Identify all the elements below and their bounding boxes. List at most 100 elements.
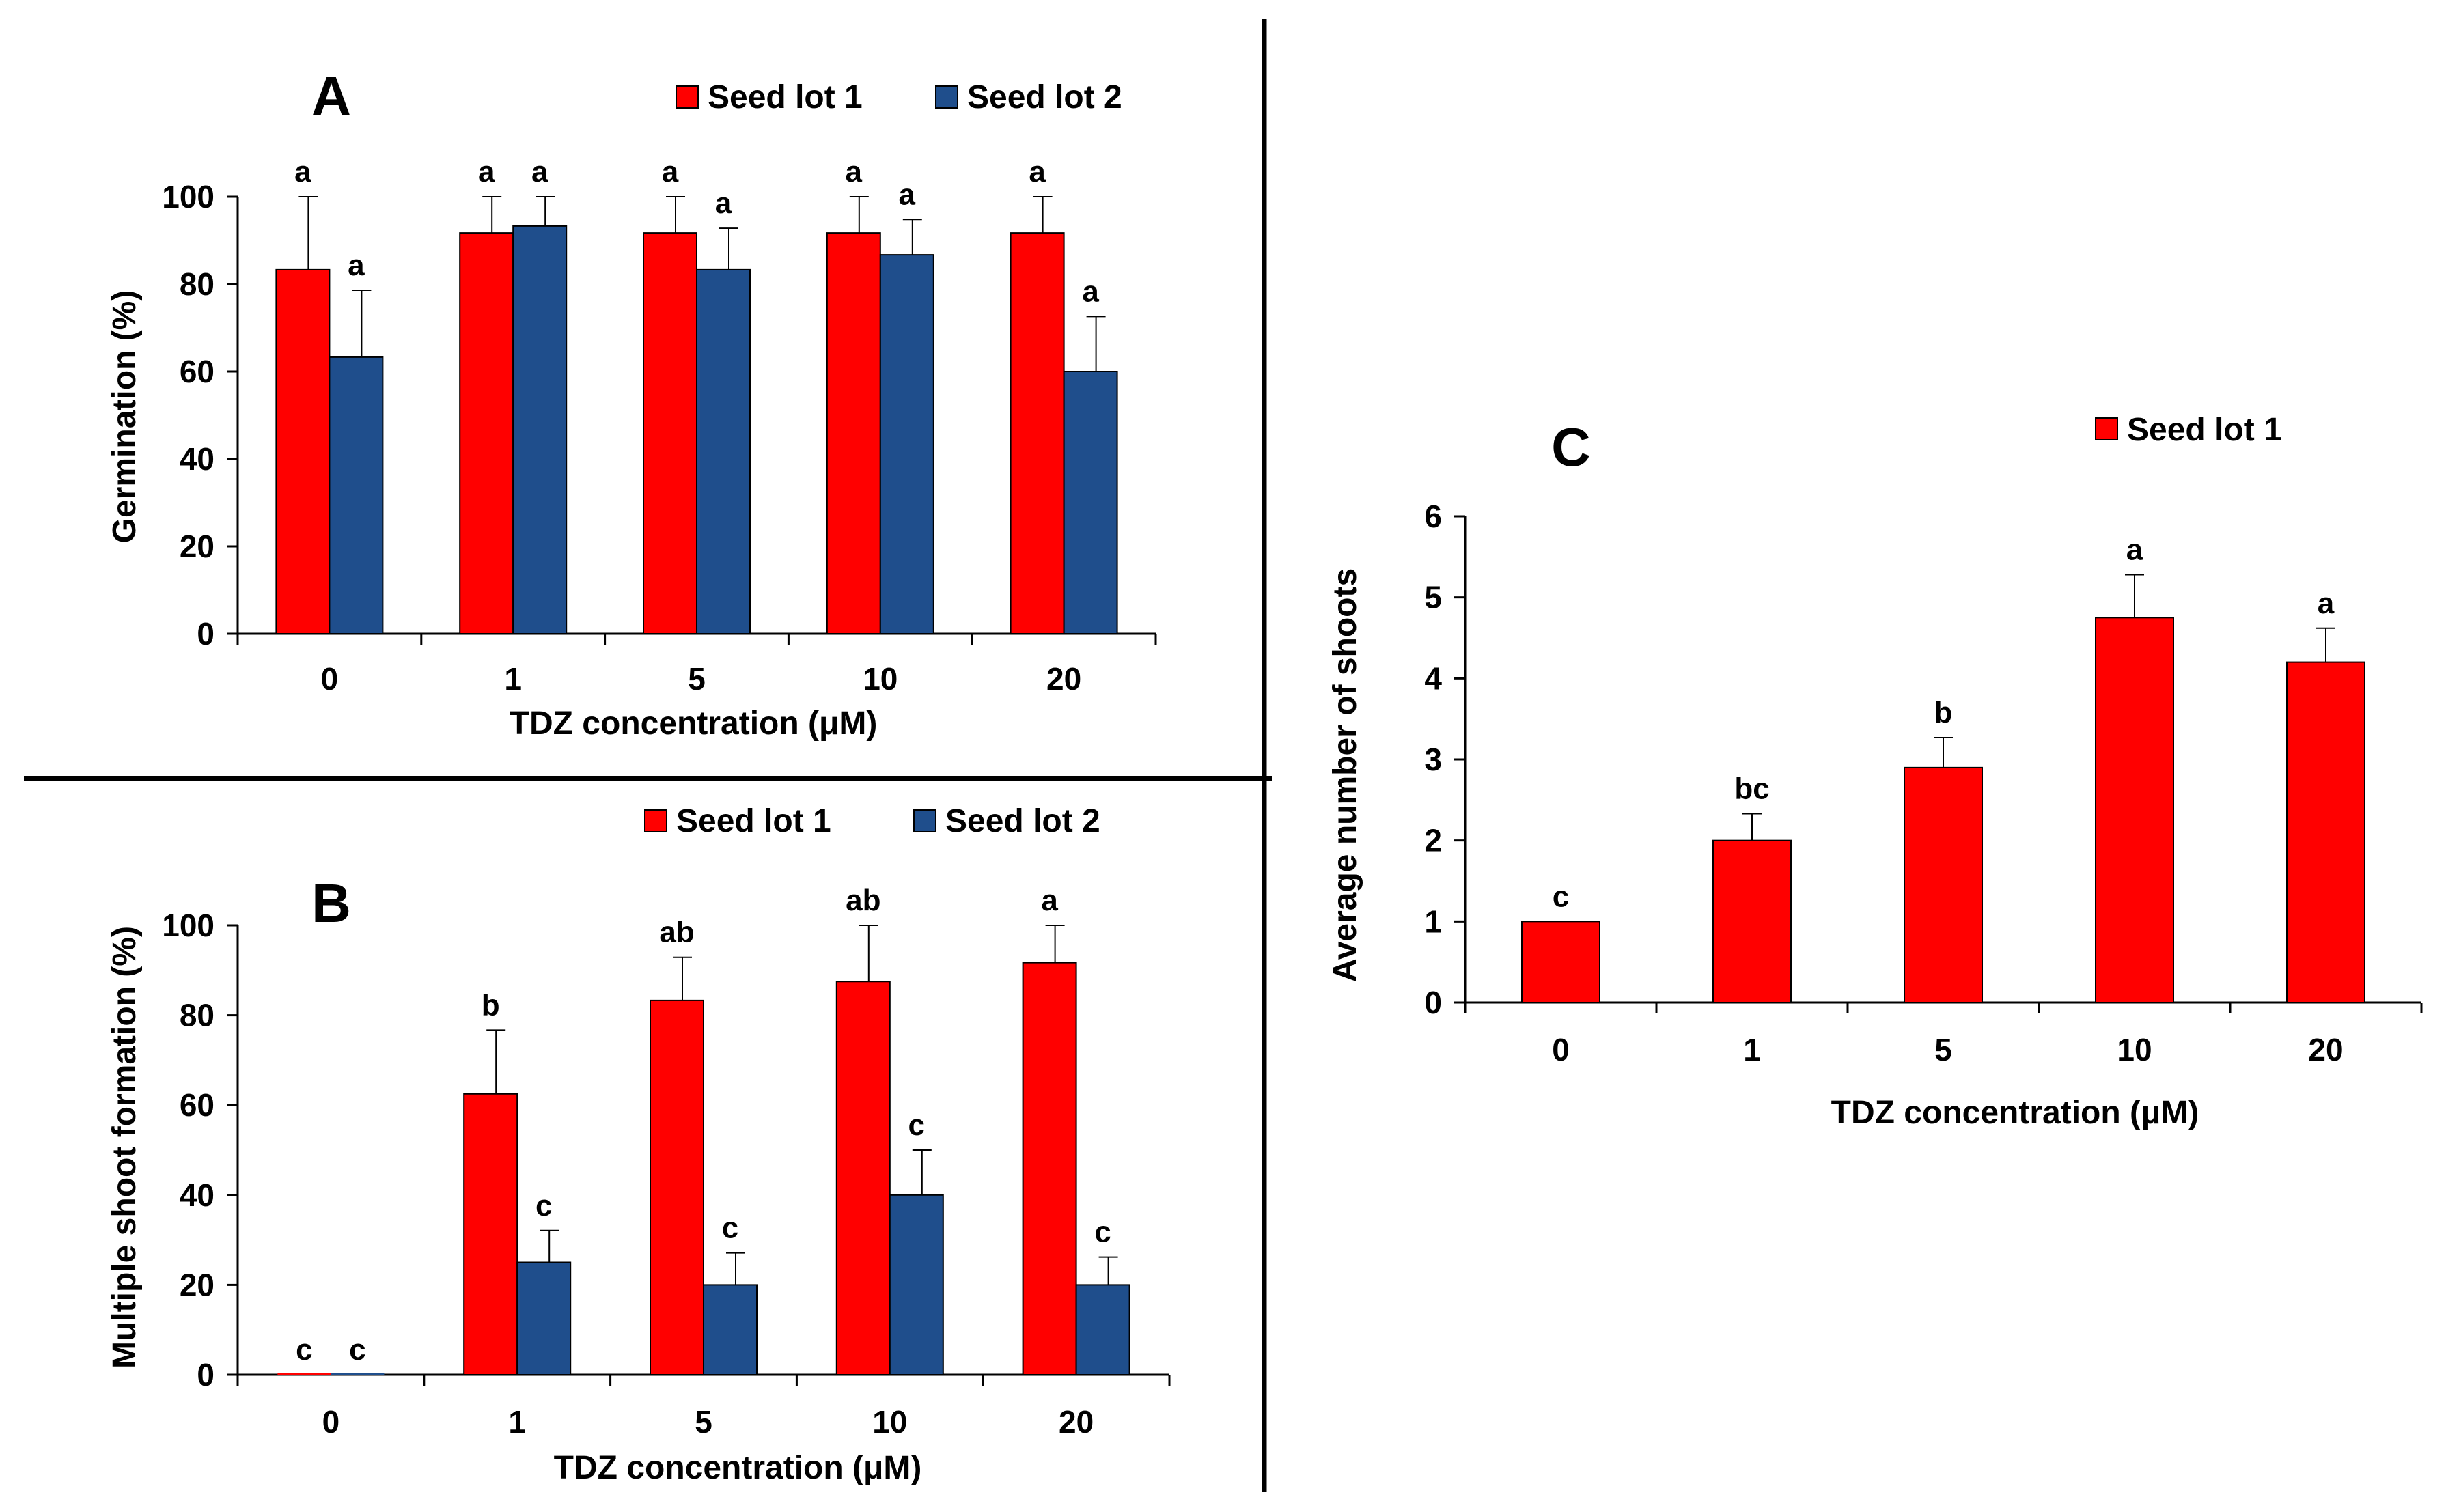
panel-b-significance-label: ab <box>846 884 880 917</box>
panel-a-letter: A <box>311 66 351 126</box>
panel-b-significance-label: c <box>722 1212 738 1245</box>
panel-a-significance-label: a <box>662 155 679 188</box>
panel-c-letter: C <box>1551 417 1591 477</box>
panel-b-legend: Seed lot 1 Seed lot 2 <box>644 803 1100 839</box>
panel-c-legend-label-1: Seed lot 1 <box>2127 412 2282 448</box>
panel-a-bar-2 <box>879 254 934 634</box>
panel-c-significance-label: b <box>1934 696 1953 729</box>
panel-a-significance-label: a <box>531 155 548 188</box>
panel-c-y-tick-label: 0 <box>1424 985 1442 1020</box>
panel-a-x-axis-title: TDZ concentration (μM) <box>510 705 878 742</box>
panel-a-x-tick-label: 5 <box>688 661 706 697</box>
panel-a-x-tick-label: 0 <box>321 661 339 697</box>
panel-a-significance-label: a <box>846 155 863 188</box>
panel-a-legend: Seed lot 1 Seed lot 2 <box>676 79 1122 115</box>
panel-a-bar-1 <box>643 232 697 634</box>
panel-c-bar-1 <box>1712 839 1792 1003</box>
panel-b-legend-swatch-1 <box>644 809 667 832</box>
panel-b-y-tick-label: 20 <box>180 1267 214 1302</box>
panel-b-y-tick-label: 0 <box>197 1357 214 1392</box>
panel-c-y-tick-label: 3 <box>1424 742 1442 777</box>
panel-b-legend-label-1: Seed lot 1 <box>676 803 831 839</box>
panel-a-x-tick-label: 10 <box>863 661 898 697</box>
panel-a-bar-2 <box>329 356 384 634</box>
panel-b-y-tick-label: 100 <box>162 908 214 943</box>
panel-a-significance-label: a <box>294 155 311 188</box>
panel-b-significance-label: c <box>296 1333 312 1367</box>
panel-a-x-tick-label: 1 <box>504 661 522 697</box>
panel-c-legend-swatch-1 <box>2095 417 2118 440</box>
panel-a-y-tick-label: 20 <box>180 529 214 564</box>
panel-b-bar-1 <box>835 981 891 1375</box>
panel-b-bar-2 <box>889 1194 944 1376</box>
panel-c-x-tick-label: 10 <box>2117 1032 2152 1067</box>
panel-a-chart: A TDZ concentration (μM) Germination (%)… <box>107 66 1157 742</box>
panel-c-x-tick-label: 5 <box>1934 1032 1952 1067</box>
panel-b-x-tick-label: 0 <box>322 1404 340 1440</box>
panel-a-legend-swatch-2 <box>935 85 958 109</box>
panel-a-bar-1 <box>1010 232 1065 634</box>
panel-a-significance-label: a <box>899 178 916 211</box>
panel-c-x-tick-label: 1 <box>1743 1032 1761 1067</box>
panel-a-legend-label-1: Seed lot 1 <box>708 79 863 115</box>
panel-b-bar-1 <box>463 1093 518 1375</box>
panel-a-significance-label: a <box>1029 155 1046 188</box>
panel-a-y-tick-label: 40 <box>180 441 214 477</box>
panel-b-letter: B <box>311 873 351 934</box>
panel-b-bar-2 <box>516 1261 572 1375</box>
panel-b-significance-label: ab <box>659 916 694 949</box>
panel-c-significance-label: a <box>2126 533 2143 566</box>
panel-b-significance-label: c <box>536 1189 552 1222</box>
panel-a-bar-1 <box>275 268 331 634</box>
panel-a-significance-label: a <box>348 249 365 282</box>
panel-b-significance-label: c <box>908 1108 925 1142</box>
panel-b-chart: B TDZ concentration (μM) Multiple shoot … <box>107 803 1171 1486</box>
panel-a-bar-2 <box>512 225 568 634</box>
panel-c-legend: Seed lot 1 <box>2095 412 2282 448</box>
panel-b-bar-1 <box>650 999 704 1375</box>
panel-c-significance-label: bc <box>1734 772 1769 806</box>
panel-a-significance-label: a <box>478 155 495 188</box>
panel-c-x-tick-label: 0 <box>1552 1032 1570 1067</box>
panel-b-significance-label: c <box>349 1333 365 1367</box>
panel-b-y-axis-title: Multiple shoot formation (%) <box>107 926 143 1369</box>
panel-c-x-tick-label: 20 <box>2308 1032 2343 1067</box>
panel-b-bar-2 <box>1075 1284 1130 1376</box>
panel-a-y-axis-title: Germination (%) <box>107 290 143 544</box>
panel-a-y-tick-label: 0 <box>197 616 214 652</box>
panel-b-y-tick-label: 80 <box>180 998 214 1033</box>
panel-a-y-tick-label: 100 <box>162 179 214 214</box>
panel-a-y-tick-label: 60 <box>180 354 214 389</box>
panel-b-significance-label: b <box>482 988 500 1022</box>
panel-b-x-tick-label: 20 <box>1059 1404 1094 1440</box>
panel-b-legend-swatch-2 <box>913 809 936 832</box>
panel-c-x-axis-title: TDZ concentration (μM) <box>1831 1095 2199 1131</box>
panel-b-x-axis-title: TDZ concentration (μM) <box>554 1450 922 1486</box>
panel-a-legend-label-2: Seed lot 2 <box>967 79 1122 115</box>
panel-a-significance-label: a <box>1082 275 1099 308</box>
panel-c-bar-1 <box>1904 766 1983 1004</box>
panel-c-bar-1 <box>2095 617 2174 1003</box>
panel-b-significance-label: c <box>1094 1216 1111 1249</box>
panel-b-legend-label-2: Seed lot 2 <box>945 803 1100 839</box>
panel-c-bar-1 <box>1521 921 1600 1004</box>
panel-c-y-tick-label: 5 <box>1424 580 1442 615</box>
panel-b-y-tick-label: 40 <box>180 1177 214 1213</box>
panel-b-bar-2 <box>703 1284 758 1376</box>
panel-a-legend-swatch-1 <box>676 85 699 109</box>
panel-c-y-axis-title: Average number of shoots <box>1327 568 1363 982</box>
panel-c-significance-label: a <box>2318 587 2335 620</box>
panel-a-x-tick-label: 20 <box>1046 661 1081 697</box>
panel-c-y-tick-label: 4 <box>1424 660 1442 696</box>
panel-b-x-tick-label: 5 <box>695 1404 712 1440</box>
panel-c-significance-label: c <box>1553 880 1569 913</box>
panel-a-bar-1 <box>826 232 881 634</box>
panel-c-y-tick-label: 2 <box>1424 823 1442 858</box>
panel-a-bar-1 <box>459 232 514 634</box>
panel-a-y-tick-label: 80 <box>180 266 214 302</box>
panel-c-y-tick-label: 1 <box>1424 904 1442 939</box>
panel-b-significance-label: a <box>1041 884 1058 917</box>
panel-a-significance-label: a <box>715 186 732 220</box>
